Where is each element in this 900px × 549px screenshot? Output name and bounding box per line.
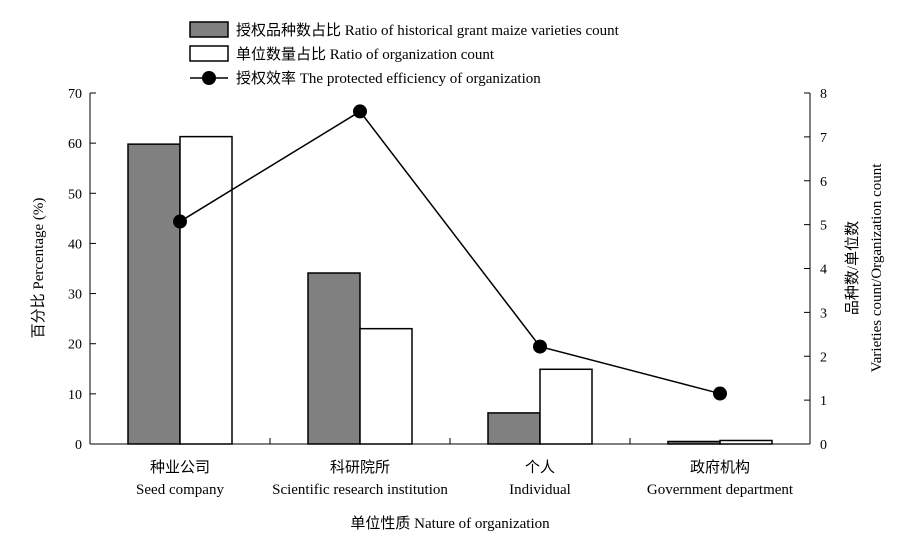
bar-series-1 <box>667 440 721 445</box>
legend-swatch-2 <box>189 45 229 62</box>
efficiency-point <box>173 214 187 229</box>
y-left-tick-label: 0 <box>75 438 82 453</box>
x-tick-label-en: Government department <box>647 482 794 498</box>
y-right-tick-label: 7 <box>820 131 827 146</box>
x-tick-label-en: Seed company <box>136 482 224 498</box>
y-right-tick-label: 4 <box>820 263 827 278</box>
bar-series-2 <box>359 327 413 445</box>
bar-series-1 <box>487 412 541 445</box>
y-axis-right-title-en: Varieties count/Organization count <box>869 163 885 373</box>
y-left-tick-label: 10 <box>68 388 82 403</box>
x-tick-label-zh: 科研院所 <box>330 458 390 476</box>
x-tick-label-zh: 个人 <box>525 459 555 476</box>
y-right-tick-label: 5 <box>820 219 827 234</box>
y-left-tick-label: 50 <box>68 187 82 202</box>
x-tick-label-en: Scientific research institution <box>272 482 448 498</box>
y-left-tick-label: 40 <box>68 237 82 252</box>
y-left-tick-label: 60 <box>68 137 82 152</box>
legend-label-3: 授权效率 The protected efficiency of organiz… <box>236 70 541 87</box>
legend-label-2: 单位数量占比 Ratio of organization count <box>236 46 495 63</box>
legend-marker-swatch <box>202 71 216 85</box>
efficiency-point <box>713 386 727 401</box>
bar-series-2 <box>539 368 593 445</box>
efficiency-point <box>353 104 367 119</box>
y-axis-left-title: 百分比 Percentage (%) <box>30 198 47 339</box>
y-right-tick-label: 3 <box>820 306 827 321</box>
y-right-tick-label: 2 <box>820 350 827 365</box>
y-right-tick-label: 1 <box>820 394 827 409</box>
x-tick-label-en: Individual <box>509 482 571 498</box>
y-right-tick-label: 0 <box>820 438 827 453</box>
x-tick-label-zh: 种业公司 <box>150 459 210 476</box>
legend-swatch-1 <box>189 21 229 38</box>
y-right-tick-label: 6 <box>820 175 827 190</box>
y-left-tick-label: 30 <box>68 288 82 303</box>
efficiency-line <box>179 110 721 395</box>
y-right-tick-label: 8 <box>820 87 827 102</box>
y-left-tick-label: 20 <box>68 338 82 353</box>
y-axis-right-title-zh: 品种数/单位数 <box>844 221 861 315</box>
efficiency-point <box>533 339 547 354</box>
bar-series-2 <box>719 439 773 445</box>
legend-label-1: 授权品种数占比 Ratio of historical grant maize … <box>236 22 620 39</box>
x-tick-label-zh: 政府机构 <box>690 459 750 476</box>
bar-series-2 <box>179 135 233 445</box>
y-left-tick-label: 70 <box>68 87 82 102</box>
bar-series-1 <box>127 143 181 445</box>
legend: 授权品种数占比 Ratio of historical grant maize … <box>189 21 620 87</box>
plot-area: 0 10 20 30 40 50 60 70 0 1 2 3 4 5 6 7 8 种业公司 Seed company… <box>68 87 827 498</box>
bar-series-1 <box>307 272 361 445</box>
x-axis-title: 单位性质 Nature of organization <box>350 515 550 532</box>
